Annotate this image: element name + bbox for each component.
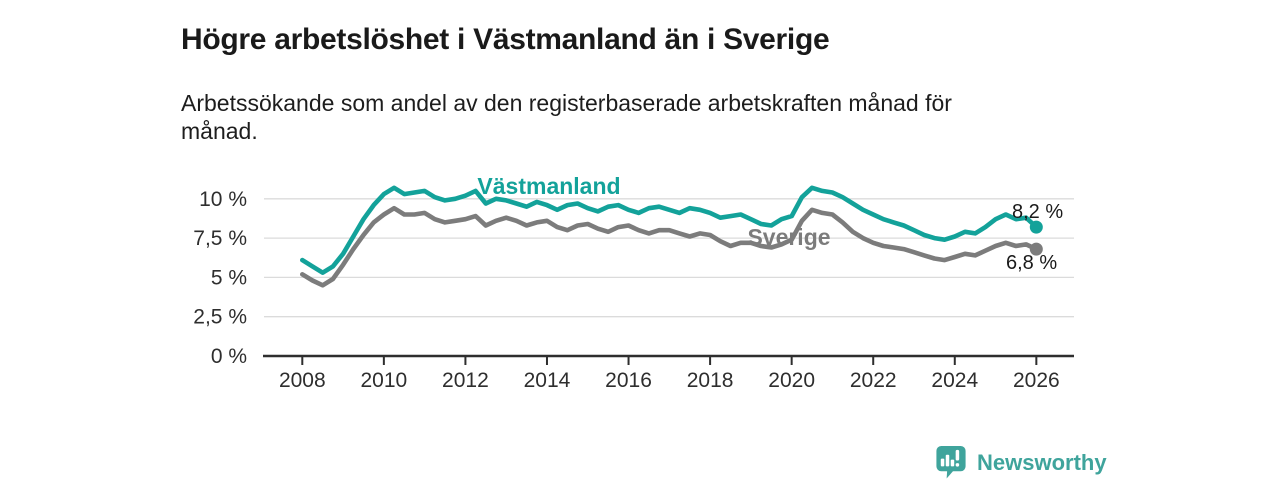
vastmanland-series-label: Västmanland bbox=[477, 173, 620, 199]
x-tick-label: 2010 bbox=[361, 369, 408, 392]
x-tick-label: 2024 bbox=[931, 369, 978, 392]
x-tick-label: 2012 bbox=[442, 369, 489, 392]
sverige-series-label: Sverige bbox=[747, 224, 830, 250]
y-tick-label: 2,5 % bbox=[193, 306, 247, 329]
x-tick-label: 2020 bbox=[768, 369, 815, 392]
x-tick-label: 2008 bbox=[279, 369, 326, 392]
x-tick-label: 2018 bbox=[687, 369, 734, 392]
y-tick-label: 10 % bbox=[199, 188, 247, 211]
chart-title: Högre arbetslöshet i Västmanland än i Sv… bbox=[181, 23, 830, 57]
sverige-end-dot bbox=[1029, 242, 1043, 256]
newsworthy-logo-icon bbox=[936, 445, 966, 479]
newsworthy-brand: Newsworthy bbox=[934, 445, 1107, 480]
vastmanland-end-value-label: 8,2 % bbox=[1012, 201, 1063, 223]
y-tick-label: 5 % bbox=[211, 266, 247, 289]
x-tick-label: 2016 bbox=[605, 369, 652, 392]
chart-subtitle: Arbetssökande som andel av den registerb… bbox=[181, 90, 952, 144]
sverige-end-value-label: 6,8 % bbox=[1006, 252, 1057, 274]
vastmanland-line bbox=[300, 185, 1039, 275]
y-tick-label: 0 % bbox=[211, 345, 247, 368]
vastmanland-end-dot bbox=[1029, 220, 1043, 234]
x-tick-label: 2014 bbox=[524, 369, 571, 392]
x-tick-label: 2022 bbox=[850, 369, 897, 392]
sverige-line bbox=[300, 205, 1039, 288]
newsworthy-brand-name: Newsworthy bbox=[977, 449, 1107, 475]
y-tick-label: 7,5 % bbox=[193, 227, 247, 250]
x-tick-label: 2026 bbox=[1013, 369, 1060, 392]
